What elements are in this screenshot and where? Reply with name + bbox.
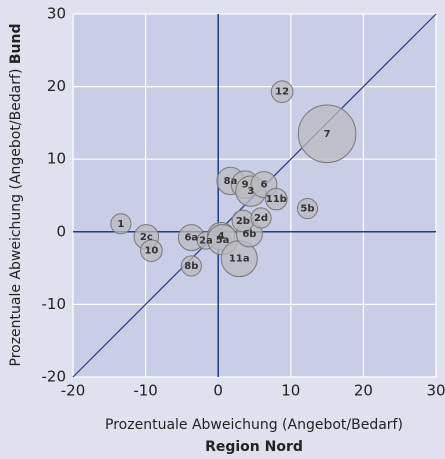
x-tick-label: 20 [354,382,373,400]
y-tick-label: 10 [47,150,66,168]
point-label: 4 [218,231,225,242]
bubble [180,255,202,277]
point-label: 6 [260,180,267,191]
y-tick-label: 0 [56,222,66,240]
point-label: 9 [242,180,249,191]
bubble [250,207,272,229]
y-tick-label: -10 [42,295,67,313]
point-label: 7 [324,129,331,140]
x-tick-label: 10 [281,382,300,400]
x-tick-label: -10 [133,382,158,400]
point-label: 8a [224,176,238,187]
point-label: 2a [199,236,213,247]
y-axis-label: Prozentuale Abweichung (Angebot/Bedarf) … [8,23,24,366]
point-label: 2c [140,232,153,243]
y-tick-label: -20 [42,368,67,386]
x-axis-label: Prozentuale Abweichung (Angebot/Bedarf) [105,417,403,433]
point-label: 5a [216,235,230,246]
point-label: 11b [266,194,287,205]
point-label: 6a [184,233,198,244]
y-label-sub: Bund [8,23,24,64]
bubble [140,239,163,262]
y-label-main: Prozentuale Abweichung (Angebot/Bedarf) [8,69,24,367]
point-label: 11a [229,254,250,265]
point-label: 2d [254,213,268,224]
x-axis-label-sub: Region Nord [205,439,303,455]
point-label: 1 [117,219,124,230]
x-tick-label: 0 [213,382,223,400]
bubble [297,104,357,164]
point-label: 8b [184,261,198,272]
point-label: 6b [242,229,256,240]
x-tick-label: -20 [61,382,86,400]
bubble [296,197,319,220]
x-tick-label: 30 [426,382,445,400]
point-label: 2b [236,216,250,227]
point-label: 3 [247,186,254,197]
y-tick-label: 20 [47,77,66,95]
bubble [110,213,132,235]
point-label: 5b [300,204,314,215]
point-label: 12 [275,87,289,98]
y-tick-label: 30 [47,5,66,23]
bubble [264,187,288,211]
point-label: 10 [144,246,158,257]
bubble [270,80,294,103]
